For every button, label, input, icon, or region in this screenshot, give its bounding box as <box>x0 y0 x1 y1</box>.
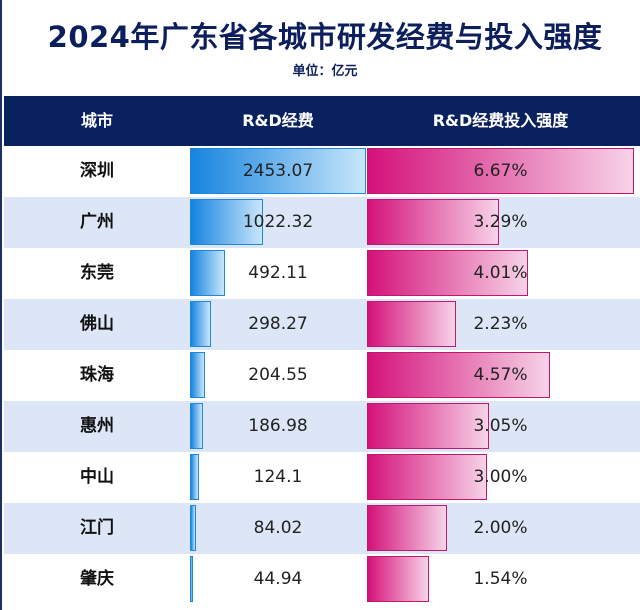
rd-value-label: 44.94 <box>253 569 303 589</box>
city-name: 中山 <box>80 467 114 487</box>
rd-bar <box>190 352 205 398</box>
intensity-value-label: 3.05% <box>473 416 528 436</box>
rd-bar <box>190 556 194 602</box>
header-rd: R&D经费 <box>242 111 314 130</box>
unit-label: 单位：亿元 <box>292 64 358 79</box>
rd-value-label: 298.27 <box>248 314 308 334</box>
table-row: 江门 84.02 2.00% <box>4 503 640 554</box>
intensity-value-label: 3.00% <box>473 467 528 487</box>
intensity-value-label: 6.67% <box>473 161 528 181</box>
table-row: 佛山 298.27 2.23% <box>4 299 640 350</box>
table-row: 广州 1022.32 3.29% <box>4 197 640 248</box>
rd-value-label: 492.11 <box>248 263 308 283</box>
city-name: 惠州 <box>80 416 114 436</box>
intensity-bar <box>367 454 488 500</box>
intensity-value-label: 3.29% <box>473 212 528 232</box>
rd-value-label: 204.55 <box>248 365 308 385</box>
rd-bar <box>190 505 197 551</box>
city-name: 东莞 <box>80 263 114 283</box>
intensity-value-label: 2.23% <box>473 314 528 334</box>
rd-bar <box>190 454 199 500</box>
intensity-bar <box>367 301 457 347</box>
rd-bar <box>190 199 264 245</box>
intensity-value-label: 4.57% <box>473 365 528 385</box>
rd-bar <box>190 250 226 296</box>
table-body: 深圳 2453.07 6.67% 广州 1022.32 3.29% 东莞 492.11 4.01… <box>4 146 640 610</box>
rd-value-label: 1022.32 <box>242 212 314 232</box>
table-row: 惠州 186.98 3.05% <box>4 401 640 452</box>
city-name: 江门 <box>80 518 114 538</box>
table-row: 中山 124.1 3.00% <box>4 452 640 503</box>
chart-title: 2024年广东省各城市研发经费与投入强度 <box>47 20 603 54</box>
intensity-value-label: 4.01% <box>473 263 528 283</box>
table-row: 珠海 204.55 4.57% <box>4 350 640 401</box>
frame-border <box>0 0 2 610</box>
intensity-value-label: 2.00% <box>473 518 528 538</box>
intensity-bar <box>367 250 528 296</box>
rd-value-label: 186.98 <box>248 416 308 436</box>
intensity-bar <box>367 148 634 194</box>
table-header: 城市 R&D经费 R&D经费投入强度 <box>4 96 640 146</box>
rd-bar <box>190 301 212 347</box>
header-intensity: R&D经费投入强度 <box>432 111 569 130</box>
city-name: 肇庆 <box>80 569 114 589</box>
header-city: 城市 <box>80 111 113 130</box>
rd-value-label: 124.1 <box>253 467 303 487</box>
rd-bar <box>190 403 204 449</box>
rd-value-label: 2453.07 <box>242 161 314 181</box>
city-name: 广州 <box>80 212 114 232</box>
city-name: 珠海 <box>80 365 114 385</box>
intensity-bar <box>367 403 490 449</box>
rd-value-label: 84.02 <box>253 518 303 538</box>
table-row: 肇庆 44.94 1.54% <box>4 554 640 605</box>
table-row: 深圳 2453.07 6.67% <box>4 146 640 197</box>
intensity-value-label: 1.54% <box>473 569 528 589</box>
intensity-bar <box>367 352 550 398</box>
city-name: 佛山 <box>80 314 114 334</box>
city-name: 深圳 <box>80 161 114 181</box>
intensity-bar <box>367 556 429 602</box>
table-row: 东莞 492.11 4.01% <box>4 248 640 299</box>
intensity-bar <box>367 199 499 245</box>
intensity-bar <box>367 505 448 551</box>
rd-bar <box>190 148 366 194</box>
